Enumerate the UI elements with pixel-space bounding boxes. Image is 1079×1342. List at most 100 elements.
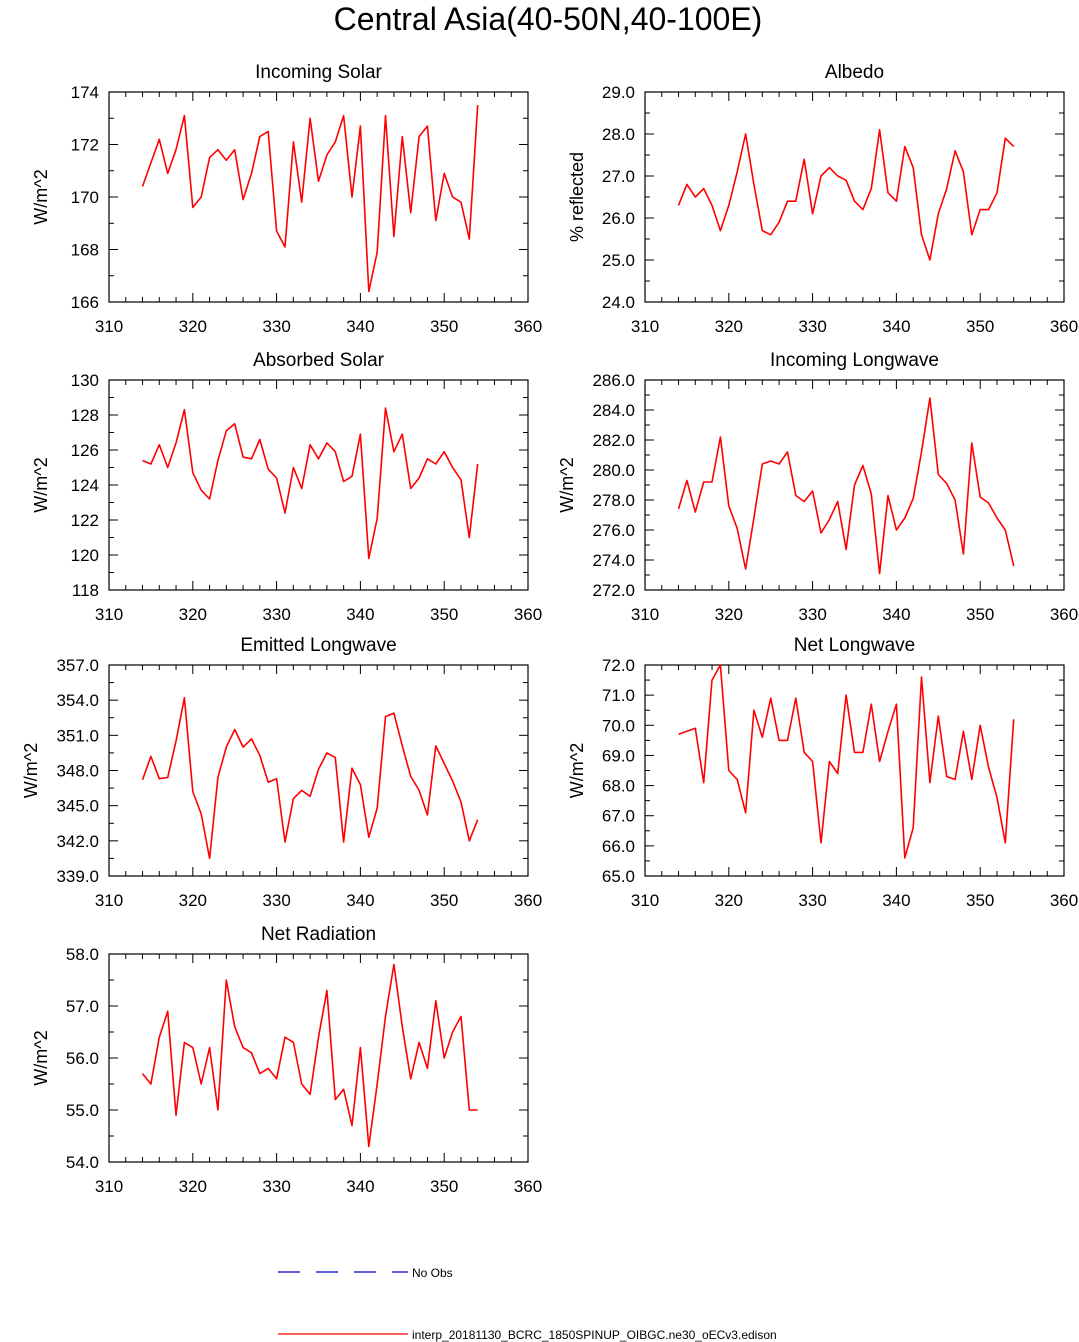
model-series-line [142, 407, 479, 560]
y-tick-label: 168 [71, 241, 99, 260]
x-tick-label: 320 [179, 891, 207, 910]
x-tick-label: 350 [430, 317, 458, 336]
y-tick-label: 342.0 [56, 832, 99, 851]
y-tick-label: 274.0 [592, 551, 635, 570]
chart-panel-4: Incoming Longwave 310 320 330 340 350 360 272.0… [557, 350, 1078, 624]
y-tick-label: 54.0 [66, 1153, 99, 1172]
x-tick-label: 360 [514, 317, 542, 336]
model-series-line [141, 963, 478, 1148]
legend: No Obs interp_20181130_BCRC_1850SPINUP_O… [278, 1266, 777, 1342]
y-axis-label: % reflected [567, 152, 587, 242]
y-tick-label: 28.0 [602, 125, 635, 144]
y-tick-label: 55.0 [66, 1101, 99, 1120]
x-tick-label: 360 [1050, 317, 1078, 336]
y-axis-label: W/m^2 [557, 457, 577, 512]
chart-title: Net Radiation [261, 924, 376, 945]
y-tick-label: 128 [71, 406, 99, 425]
x-tick-label: 320 [179, 1177, 207, 1196]
x-tick-label: 350 [430, 1177, 458, 1196]
model-series-line [678, 664, 1015, 859]
x-tick-label: 360 [514, 605, 542, 624]
y-tick-label: 170 [71, 188, 99, 207]
y-tick-label: 65.0 [602, 867, 635, 886]
x-tick-label: 310 [631, 891, 659, 910]
x-tick-label: 330 [262, 1177, 290, 1196]
x-tick-label: 340 [882, 605, 910, 624]
plot-frame [108, 379, 529, 591]
x-tick-label: 330 [262, 317, 290, 336]
chart-panel-3: Absorbed Solar 310 320 330 340 350 360 118 120 12… [31, 350, 542, 624]
y-tick-label: 120 [71, 546, 99, 565]
plot-frame [644, 664, 1065, 877]
y-tick-label: 280.0 [592, 461, 635, 480]
x-tick-label: 360 [514, 1177, 542, 1196]
x-tick-label: 360 [1050, 891, 1078, 910]
x-tick-label: 350 [966, 317, 994, 336]
x-tick-label: 310 [631, 605, 659, 624]
chart-title: Incoming Longwave [770, 350, 939, 371]
chart-title: Net Longwave [794, 635, 915, 656]
y-tick-label: 354.0 [56, 691, 99, 710]
model-series-line [141, 696, 479, 860]
y-tick-label: 124 [71, 476, 99, 495]
y-tick-label: 70.0 [602, 716, 635, 735]
y-tick-label: 166 [71, 293, 99, 312]
x-tick-label: 340 [346, 605, 374, 624]
chart-title: Albedo [825, 62, 884, 83]
legend-model-label: interp_20181130_BCRC_1850SPINUP_OIBGC.ne… [412, 1328, 777, 1342]
y-tick-label: 71.0 [602, 686, 635, 705]
x-tick-label: 320 [715, 317, 743, 336]
x-tick-label: 320 [179, 605, 207, 624]
y-tick-label: 58.0 [66, 945, 99, 964]
y-tick-label: 174 [71, 83, 99, 102]
y-axis-label: W/m^2 [31, 457, 51, 512]
x-tick-label: 310 [95, 605, 123, 624]
y-tick-label: 118 [72, 581, 99, 600]
y-tick-label: 286.0 [592, 371, 635, 390]
y-tick-label: 345.0 [56, 797, 99, 816]
chart-panel-2: Albedo 310 320 330 340 350 360 24.0 25.0 26.0 27.0… [567, 62, 1078, 336]
chart-panels: Incoming Solar 310 320 330 340 350 360 166 168 17… [21, 62, 1078, 1196]
y-tick-label: 67.0 [602, 807, 635, 826]
y-tick-label: 25.0 [602, 251, 635, 270]
main-title: Central Asia(40-50N,40-100E) [334, 1, 763, 37]
y-tick-label: 27.0 [602, 167, 635, 186]
model-series-line [141, 105, 479, 293]
x-tick-label: 320 [179, 317, 207, 336]
y-tick-label: 29.0 [602, 83, 635, 102]
model-series-line [677, 129, 1015, 261]
chart-title: Absorbed Solar [253, 350, 385, 371]
x-tick-label: 360 [514, 891, 542, 910]
y-tick-label: 351.0 [56, 726, 99, 745]
x-tick-label: 310 [95, 1177, 123, 1196]
x-tick-label: 330 [798, 317, 826, 336]
y-tick-label: 69.0 [602, 746, 635, 765]
y-tick-label: 72.0 [602, 656, 635, 675]
y-tick-label: 122 [71, 511, 99, 530]
x-tick-label: 310 [95, 891, 123, 910]
plot-frame [108, 91, 529, 303]
y-axis-label: W/m^2 [31, 1030, 51, 1085]
model-series-line [677, 397, 1015, 575]
y-tick-label: 172 [71, 136, 99, 155]
chart-panel-1: Incoming Solar 310 320 330 340 350 360 166 168 17… [31, 62, 542, 336]
chart-panel-7: Net Radiation 310 320 330 340 350 360 54.0 55.0 5… [31, 924, 542, 1196]
y-axis-label: W/m^2 [567, 743, 587, 798]
y-tick-label: 272.0 [592, 581, 635, 600]
y-tick-label: 68.0 [602, 777, 635, 796]
y-tick-label: 24.0 [602, 293, 635, 312]
y-tick-label: 278.0 [592, 491, 635, 510]
x-tick-label: 310 [631, 317, 659, 336]
x-tick-label: 350 [430, 605, 458, 624]
y-tick-label: 276.0 [592, 521, 635, 540]
chart-title: Emitted Longwave [240, 635, 396, 656]
legend-obs-label: No Obs [412, 1266, 453, 1280]
x-tick-label: 360 [1050, 605, 1078, 624]
chart-panel-5: Emitted Longwave 310 320 330 340 350 360 339.0 3… [21, 635, 542, 910]
x-tick-label: 330 [262, 891, 290, 910]
y-tick-label: 284.0 [592, 401, 635, 420]
x-tick-label: 350 [966, 605, 994, 624]
y-tick-label: 126 [71, 441, 99, 460]
y-tick-label: 339.0 [56, 867, 99, 886]
